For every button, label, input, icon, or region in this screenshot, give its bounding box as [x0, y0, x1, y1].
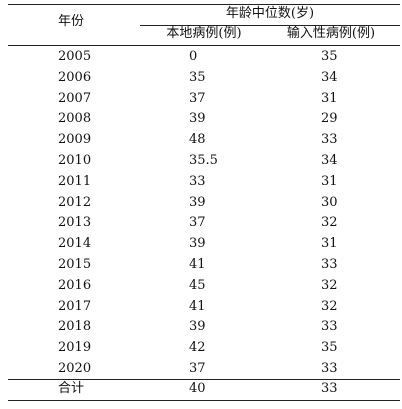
row-local-cases: 41 — [189, 257, 206, 272]
row-imported-cases: 33 — [321, 257, 338, 272]
row-imported-cases: 35 — [321, 340, 338, 356]
row-local-cases: 39 — [189, 236, 206, 252]
header-age-median-group: 年龄中位数(岁) — [225, 6, 315, 21]
table-top-rule — [8, 4, 400, 5]
row-local-cases: 37 — [189, 215, 206, 231]
row-local-cases: 33 — [189, 173, 206, 189]
row-imported-cases: 31 — [321, 173, 338, 189]
row-local-cases: 45 — [189, 277, 206, 293]
total-label: 合计 — [58, 381, 85, 396]
row-imported-cases: 33 — [321, 361, 338, 376]
row-imported-cases: 33 — [321, 132, 338, 148]
row-year: 2009 — [58, 132, 92, 148]
row-year: 2008 — [58, 111, 92, 127]
row-imported-cases: 31 — [321, 90, 338, 106]
row-year: 2007 — [58, 90, 92, 106]
row-imported-cases: 30 — [321, 194, 338, 210]
row-year: 2018 — [58, 319, 92, 335]
row-imported-cases: 29 — [321, 111, 338, 127]
row-imported-cases: 32 — [321, 215, 338, 231]
row-year: 2017 — [58, 298, 92, 314]
header-group-rule — [140, 25, 400, 26]
row-imported-cases: 33 — [321, 319, 338, 335]
row-imported-cases: 34 — [321, 153, 338, 168]
row-local-cases: 48 — [189, 132, 206, 148]
row-local-cases: 0 — [189, 49, 198, 64]
row-year: 2010 — [58, 153, 92, 168]
row-local-cases: 39 — [189, 111, 206, 127]
row-imported-cases: 35 — [321, 49, 338, 64]
row-imported-cases: 32 — [321, 277, 338, 293]
row-year: 2011 — [58, 173, 92, 189]
row-imported-cases: 32 — [321, 298, 338, 314]
row-year: 2019 — [58, 340, 92, 356]
row-year: 2005 — [58, 49, 92, 64]
total-top-rule — [8, 379, 400, 380]
row-local-cases: 41 — [189, 298, 206, 314]
row-year: 2006 — [58, 69, 92, 85]
header-local-cases: 本地病例(例) — [166, 26, 242, 41]
row-year: 2015 — [58, 257, 92, 272]
row-local-cases: 35 — [189, 69, 206, 85]
row-year: 2014 — [58, 236, 92, 252]
row-local-cases: 39 — [189, 319, 206, 335]
row-local-cases: 35.5 — [189, 153, 218, 168]
row-imported-cases: 34 — [321, 69, 338, 85]
table-bottom-rule — [8, 400, 400, 401]
header-bottom-rule — [8, 45, 400, 46]
row-year: 2012 — [58, 194, 92, 210]
row-local-cases: 37 — [189, 90, 206, 106]
total-imported-cases: 33 — [321, 381, 338, 396]
row-local-cases: 37 — [189, 361, 206, 376]
row-local-cases: 42 — [189, 340, 206, 356]
row-local-cases: 39 — [189, 194, 206, 210]
row-year: 2013 — [58, 215, 92, 231]
row-year: 2020 — [58, 361, 92, 376]
header-imported-cases: 输入性病例(例) — [286, 26, 376, 41]
total-local-cases: 40 — [189, 381, 206, 396]
row-year: 2016 — [58, 277, 92, 293]
row-imported-cases: 31 — [321, 236, 338, 252]
header-year: 年份 — [58, 14, 85, 29]
